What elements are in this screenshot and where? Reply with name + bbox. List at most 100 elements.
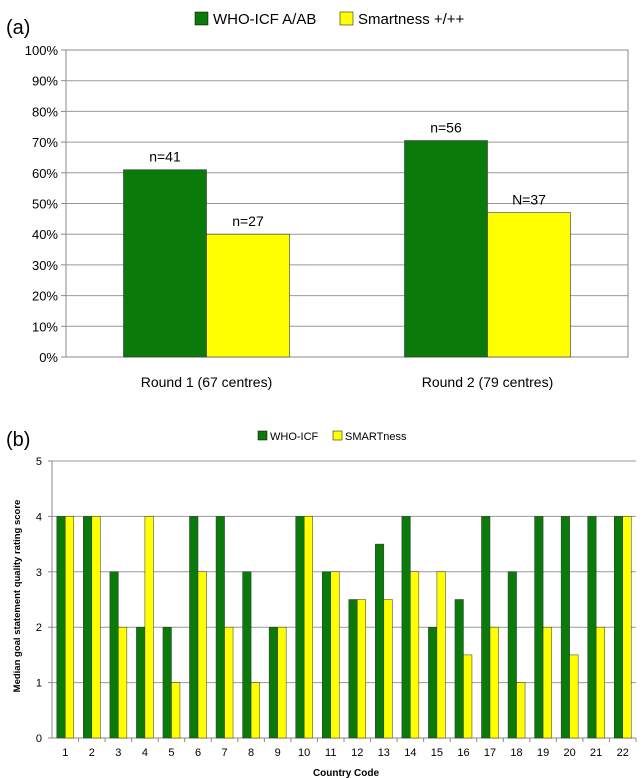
bar-b (277, 626, 287, 739)
bar-b (481, 516, 491, 739)
x-tick-label-b: 6 (195, 747, 201, 759)
data-label-a: n=27 (232, 213, 264, 229)
y-tick-label-b: 4 (36, 511, 42, 523)
x-tick-label-b: 5 (168, 747, 174, 759)
bar-b (83, 516, 93, 739)
legend-label-smartness: Smartness +/++ (358, 11, 465, 28)
legend-swatch-who-icf-a-ab (194, 11, 209, 26)
x-tick-label-b: 20 (564, 747, 576, 759)
y-axis-title-b: Median goal statement quality rating sco… (12, 500, 23, 693)
y-tick-label-b: 3 (36, 567, 42, 579)
bar-b (542, 626, 552, 739)
bar-b (534, 516, 544, 739)
x-tick-label-b: 7 (221, 747, 227, 759)
bar-b (295, 516, 305, 739)
bar-b (268, 626, 278, 739)
legend-a: WHO-ICF A/AB Smartness +/++ (194, 11, 465, 28)
x-axis-title-b: Country Code (313, 768, 380, 778)
y-tick-label-a: 30% (32, 258, 58, 273)
bar-b (463, 654, 473, 739)
bar-b (622, 516, 632, 739)
bar-a (206, 233, 290, 358)
bar-b (613, 516, 623, 739)
y-tick-label-a: 0% (39, 350, 58, 365)
bar-a (487, 212, 571, 358)
legend-b: WHO-ICF SMARTness (257, 430, 407, 443)
bar-b (569, 654, 579, 739)
bar-b (109, 571, 119, 739)
bar-b (454, 599, 464, 739)
x-tick-label-b: 14 (404, 747, 416, 759)
bar-b (162, 626, 172, 739)
bar-b (489, 626, 499, 739)
y-tick-label-a: 70% (32, 135, 58, 150)
y-tick-label-a: 60% (32, 166, 58, 181)
bar-b (383, 599, 393, 739)
x-tick-label-a: Round 2 (79 centres) (422, 374, 554, 390)
bar-b (516, 682, 526, 739)
bar-b (357, 599, 367, 739)
legend-swatch-who-icf (257, 430, 268, 441)
legend-swatch-smartness-b (332, 430, 343, 441)
bar-a (404, 140, 488, 358)
bar-b (595, 626, 605, 739)
x-tick-label-b: 10 (298, 747, 310, 759)
y-tick-label-a: 10% (32, 319, 58, 334)
x-tick-label-b: 9 (275, 747, 281, 759)
x-tick-label-b: 22 (617, 747, 629, 759)
data-label-a: N=37 (512, 192, 546, 208)
bar-b (242, 571, 252, 739)
y-tick-label-b: 1 (36, 678, 42, 690)
x-tick-label-b: 17 (484, 747, 496, 759)
x-tick-label-b: 16 (457, 747, 469, 759)
bar-b (224, 626, 234, 739)
x-tick-label-b: 12 (351, 747, 363, 759)
y-tick-label-a: 40% (32, 227, 58, 242)
y-tick-label-a: 80% (32, 104, 58, 119)
x-tick-label-b: 2 (89, 747, 95, 759)
legend-label-who-icf: WHO-ICF (270, 431, 319, 443)
data-label-a: n=56 (430, 120, 462, 136)
bar-b (91, 516, 101, 739)
y-tick-label-b: 5 (36, 456, 42, 468)
bar-b (401, 516, 411, 739)
y-tick-label-a: 50% (32, 197, 58, 212)
bar-b (189, 516, 199, 739)
bar-b (303, 516, 313, 739)
bar-b (65, 516, 75, 739)
x-tick-label-b: 13 (378, 747, 390, 759)
bar-a (123, 169, 207, 358)
x-tick-label-b: 18 (510, 747, 522, 759)
bar-b (428, 626, 438, 739)
panel-a-label: (a) (6, 17, 30, 39)
bar-b (215, 516, 225, 739)
y-tick-label-a: 90% (32, 74, 58, 89)
bar-b (171, 682, 181, 739)
bar-b (321, 571, 331, 739)
bar-b (144, 516, 154, 739)
bar-b (560, 516, 570, 739)
x-tick-label-b: 4 (142, 747, 148, 759)
y-tick-label-a: 100% (25, 43, 59, 58)
x-tick-label-b: 1 (62, 747, 68, 759)
bar-b (348, 599, 358, 739)
x-tick-label-b: 15 (431, 747, 443, 759)
y-tick-label-a: 20% (32, 289, 58, 304)
y-tick-label-b: 2 (36, 622, 42, 634)
x-tick-label-b: 8 (248, 747, 254, 759)
bar-b (330, 571, 340, 739)
bar-b (436, 571, 446, 739)
legend-swatch-smartness (339, 11, 354, 26)
legend-label-who-icf-a-ab: WHO-ICF A/AB (213, 11, 316, 28)
bar-b (375, 543, 385, 739)
x-tick-label-b: 19 (537, 747, 549, 759)
bar-b (197, 571, 207, 739)
legend-label-smartness-b: SMARTness (345, 431, 407, 443)
bar-b (410, 571, 420, 739)
bar-b (250, 682, 260, 739)
bar-b (587, 516, 597, 739)
y-tick-label-b: 0 (36, 733, 42, 745)
x-tick-label-a: Round 1 (67 centres) (141, 374, 273, 390)
